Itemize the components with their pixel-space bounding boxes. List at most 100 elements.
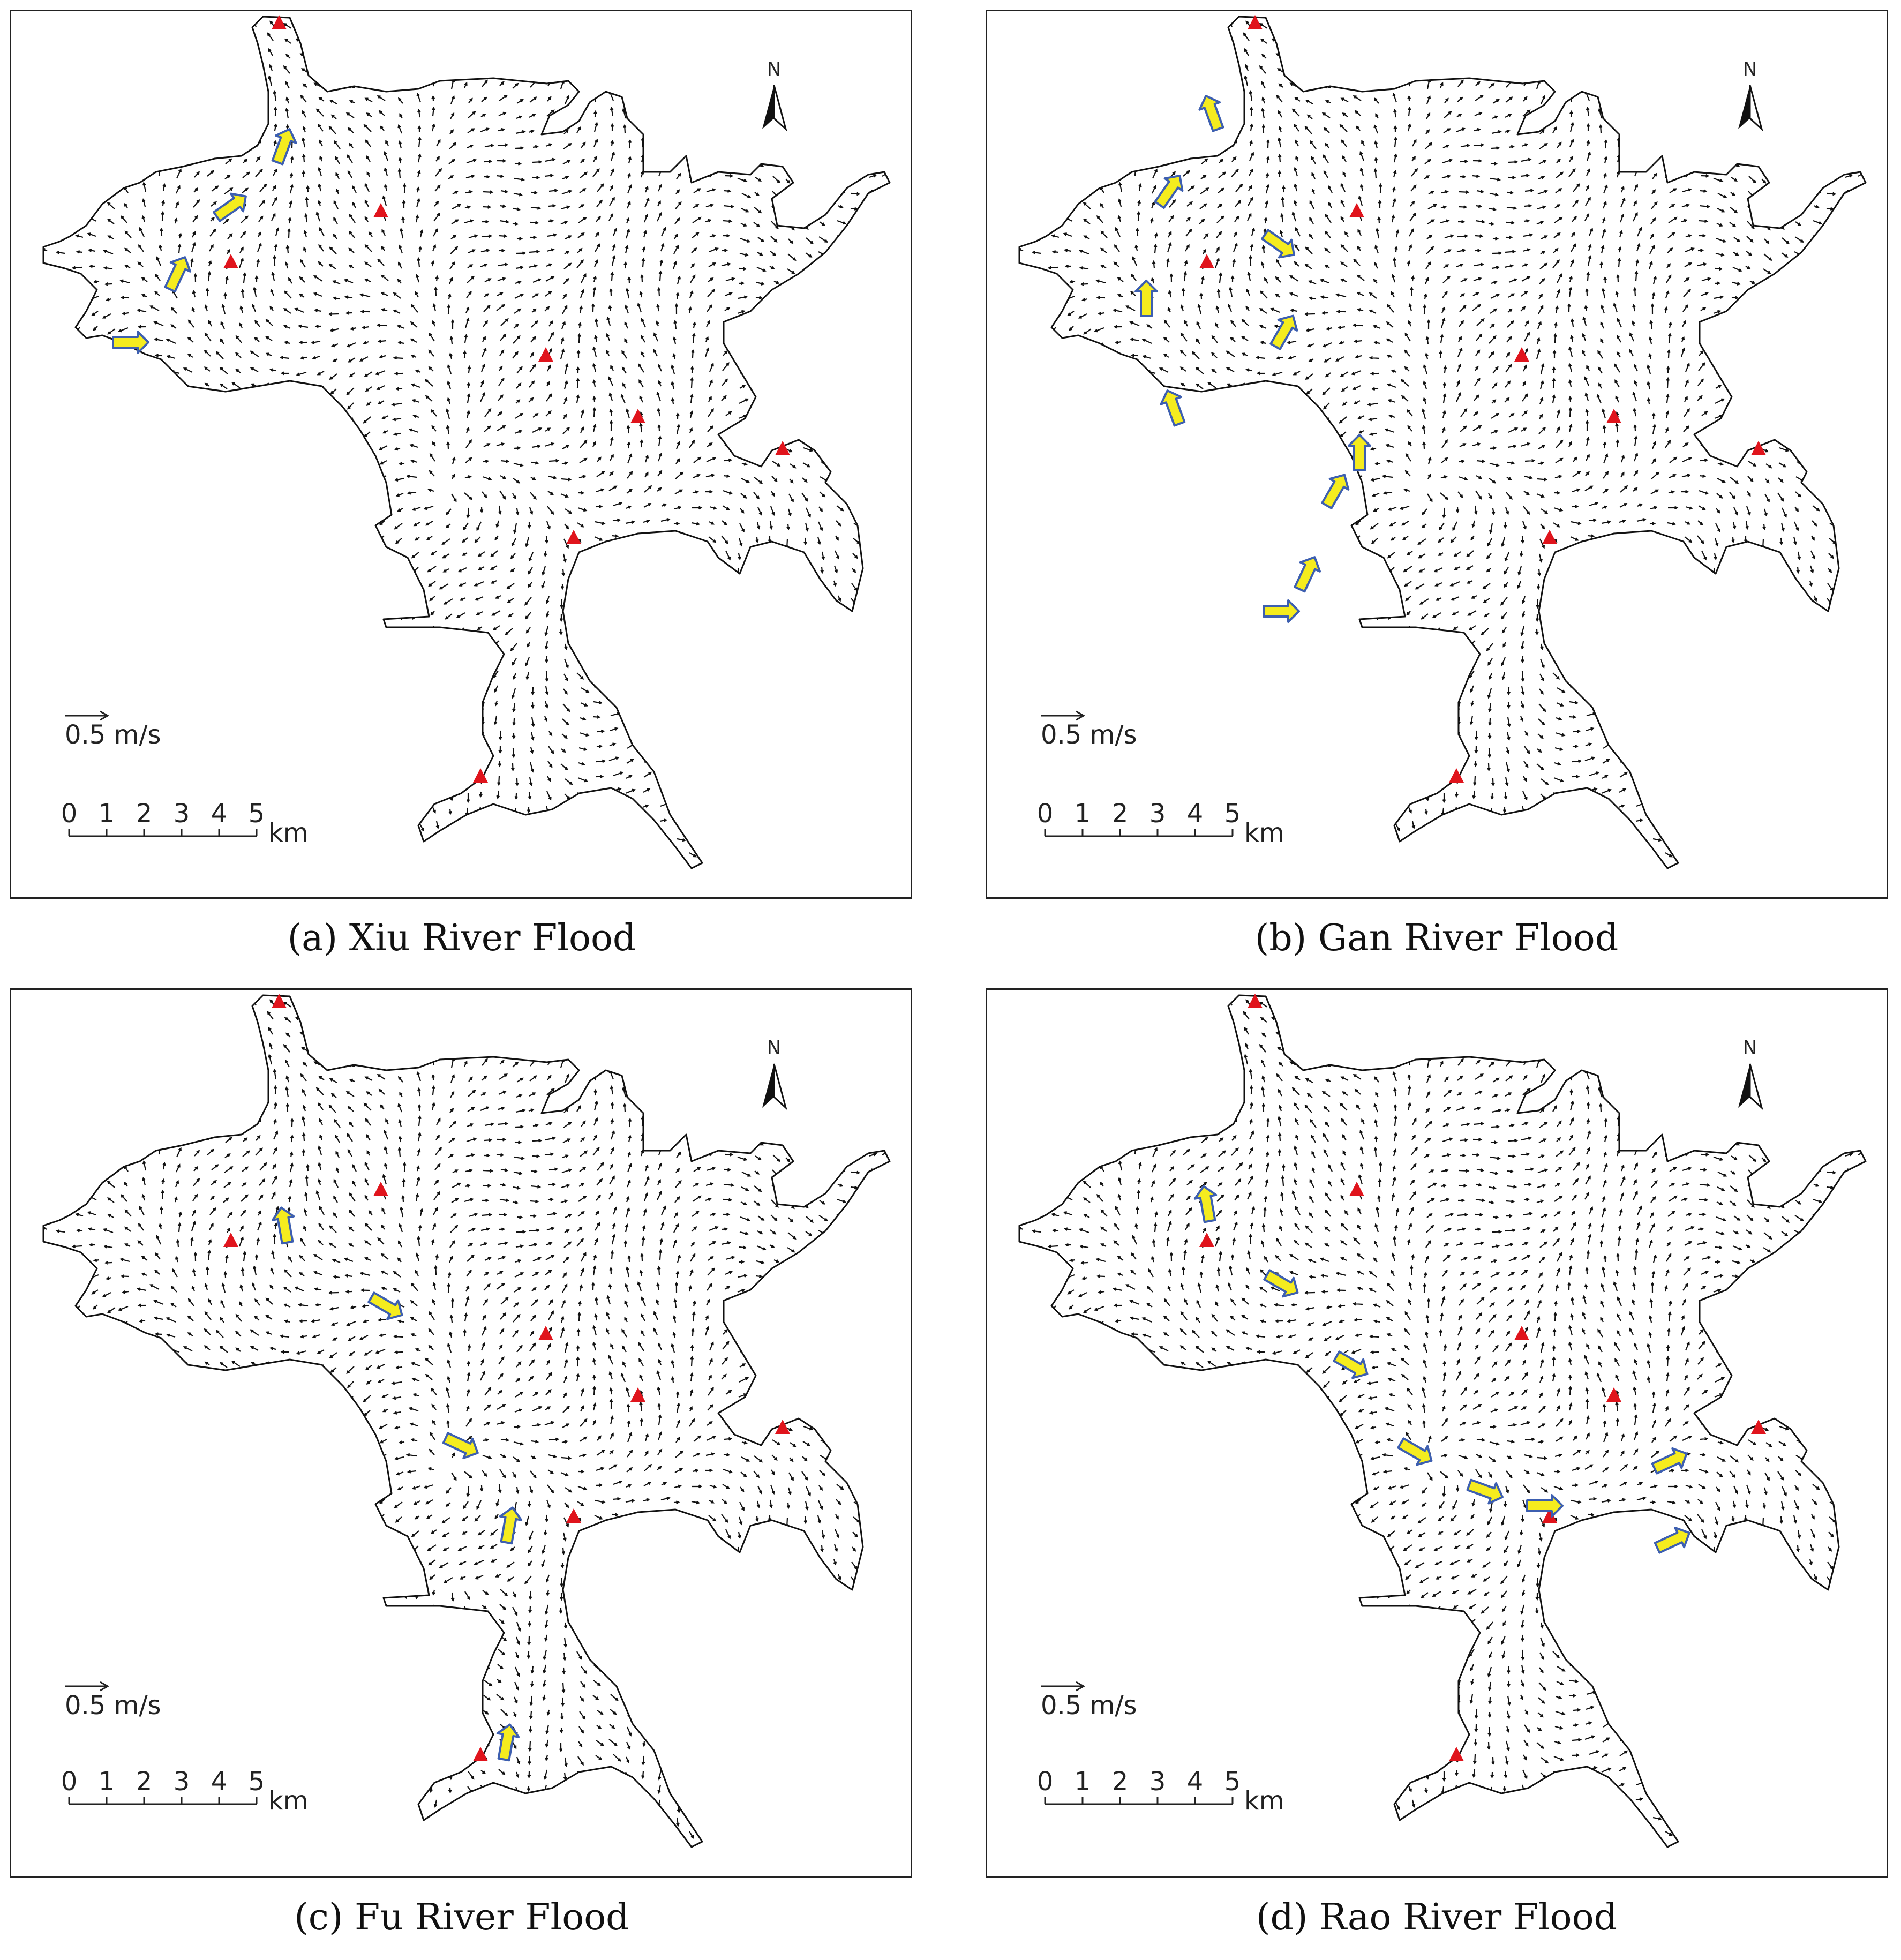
station-marker-icon	[775, 441, 790, 455]
velocity-legend-label: 0.5 m/s	[1041, 720, 1137, 750]
inflow-arrow-icon	[1263, 1269, 1299, 1298]
scale-tick-label: 2	[1112, 1767, 1129, 1797]
north-label: N	[1743, 1037, 1757, 1059]
scale-tick-label: 1	[1075, 1767, 1091, 1797]
map-b-svg: N 0.5 m/s 0 1 2 3 4 5km	[1018, 15, 1867, 869]
velocity-legend: 0.5 m/s	[1041, 710, 1137, 750]
inflow-arrow-icon	[1263, 599, 1300, 623]
inflow-arrow-icon	[1397, 1437, 1433, 1466]
inflow-arrow-icon	[1654, 1526, 1690, 1554]
inflow-arrow-icon	[1160, 389, 1186, 427]
scale-tick-label: 0	[1037, 799, 1054, 829]
station-marker-icon	[538, 347, 553, 362]
station-marker-icon	[223, 1233, 238, 1247]
inflow-arrow-icon	[271, 1206, 295, 1245]
north-arrow-icon: N	[1738, 1037, 1763, 1110]
station-marker-icon	[473, 768, 488, 783]
station-marker-icon	[566, 530, 581, 544]
lake-shoreline	[42, 16, 891, 869]
scale-tick-label: 3	[174, 799, 190, 829]
scale-tick-label: 3	[1149, 1767, 1166, 1797]
scale-tick-label: 0	[1037, 1767, 1054, 1797]
station-marker-icon	[1449, 1747, 1464, 1761]
velocity-legend: 0.5 m/s	[65, 1681, 161, 1721]
caption-d: (d) Rao River Flood	[1256, 1896, 1618, 1939]
velocity-legend-label: 0.5 m/s	[1041, 1691, 1137, 1721]
velocity-legend: 0.5 m/s	[65, 710, 161, 750]
station-marker-icon	[1514, 347, 1529, 362]
inflow-arrow-icon	[271, 128, 297, 166]
inflow-arrow-icon	[1294, 556, 1321, 593]
scale-unit-label: km	[268, 1786, 309, 1816]
inflow-arrow-icon	[164, 256, 192, 293]
inflow-arrow-icon	[1466, 1478, 1504, 1505]
scale-bar: 0 1 2 3 4 5km	[1037, 1767, 1284, 1816]
inflow-arrow-icon	[1321, 474, 1350, 509]
scale-tick-label: 3	[1149, 799, 1166, 829]
inflow-arrow-icon	[499, 1506, 523, 1545]
north-arrow-icon: N	[762, 58, 787, 132]
inflow-arrow-icon	[213, 192, 247, 222]
station-marker-icon	[272, 15, 287, 29]
scale-unit-label: km	[268, 818, 309, 848]
map-panel-c: N 0.5 m/s 0 1 2 3 4 5 km	[10, 988, 912, 1878]
scale-tick-label: 2	[1112, 799, 1129, 829]
scale-tick-label: 4	[1187, 1767, 1204, 1797]
inflow-arrow-icon	[1526, 1494, 1564, 1518]
station-marker-icon	[1606, 1387, 1621, 1402]
scale-tick-label: 5	[1224, 1767, 1241, 1797]
station-marker-icon	[1248, 994, 1263, 1008]
inflow-arrow-icon	[1193, 1185, 1218, 1223]
inflow-arrow-icon	[1154, 175, 1184, 209]
scale-bar: 0 1 2 3 4 5km	[1037, 799, 1284, 848]
scale-tick-label: 4	[1187, 799, 1204, 829]
scale-tick-label: 4	[211, 1767, 228, 1797]
scale-unit-label: km	[1244, 818, 1284, 848]
lake-shoreline	[1018, 16, 1867, 869]
scale-tick-label: 0	[61, 1767, 78, 1797]
scale-tick-label: 5	[249, 1767, 265, 1797]
lake-shoreline	[42, 994, 891, 1848]
map-panel-d: N 0.5 m/s 0 1 2 3 4 5 km	[986, 988, 1888, 1878]
station-marker-icon	[373, 1182, 388, 1196]
scale-tick-label: 0	[61, 799, 78, 829]
inflow-arrow-icon	[442, 1432, 479, 1460]
inflow-arrow-icon	[367, 1291, 403, 1320]
station-marker-icon	[566, 1508, 581, 1523]
scale-tick-label: 1	[99, 799, 115, 829]
scale-tick-label: 1	[1075, 799, 1091, 829]
station-marker-icon	[1751, 1420, 1766, 1434]
station-marker-icon	[538, 1326, 553, 1340]
scale-tick-label: 2	[136, 799, 153, 829]
station-marker-icon	[1514, 1326, 1529, 1340]
inflow-arrow-icon	[1269, 314, 1298, 350]
inflow-arrow-icon	[1198, 95, 1224, 132]
map-d-svg: N 0.5 m/s 0 1 2 3 4 5km	[1018, 994, 1867, 1848]
station-marker-icon	[1449, 768, 1464, 783]
velocity-legend-label: 0.5 m/s	[65, 1691, 161, 1721]
scale-bar: 0 1 2 3 4 5km	[61, 1767, 309, 1816]
velocity-legend: 0.5 m/s	[1041, 1681, 1137, 1721]
scale-tick-label: 5	[249, 799, 265, 829]
velocity-legend-label: 0.5 m/s	[65, 720, 161, 750]
station-marker-icon	[223, 254, 238, 268]
lake-shoreline	[1018, 994, 1867, 1848]
scale-tick-label: 4	[211, 799, 228, 829]
inflow-arrow-icon	[1261, 229, 1295, 259]
inflow-arrow-icon	[1348, 434, 1371, 471]
north-label: N	[767, 1037, 782, 1059]
station-marker-icon	[373, 203, 388, 217]
station-marker-icon	[1606, 409, 1621, 423]
station-marker-icon	[473, 1747, 488, 1761]
scale-bar: 0 1 2 3 4 5km	[61, 799, 309, 848]
map-c-svg: N 0.5 m/s 0 1 2 3 4 5km	[42, 994, 891, 1876]
caption-b: (b) Gan River Flood	[1254, 917, 1619, 959]
north-label: N	[1743, 58, 1757, 80]
scale-tick-label: 5	[1224, 799, 1241, 829]
station-marker-icon	[1751, 441, 1766, 455]
map-panel-b: N 0.5 m/s 0 1 2 3 4 5 km	[986, 10, 1888, 899]
station-marker-icon	[1199, 254, 1214, 268]
inflow-arrow-icon	[452, 1874, 486, 1876]
scale-unit-label: km	[1244, 1786, 1284, 1816]
scale-tick-label: 3	[174, 1767, 190, 1797]
